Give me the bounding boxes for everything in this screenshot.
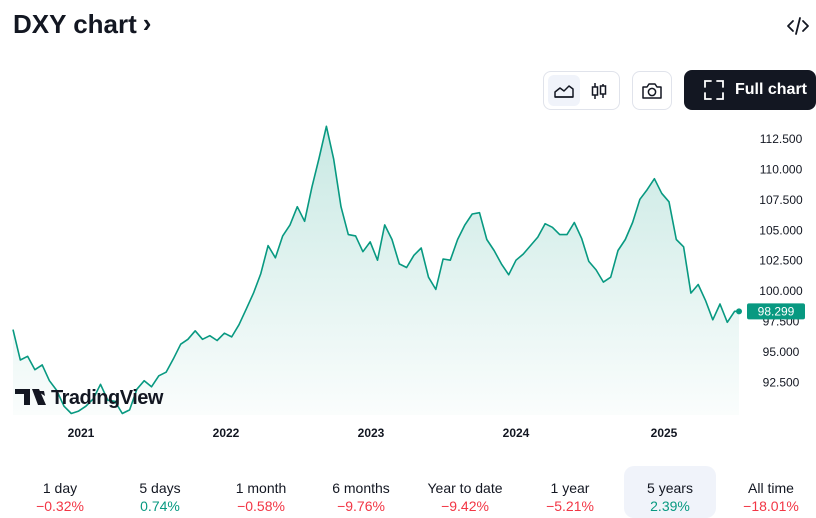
x-tick-label: 2024 [503, 426, 530, 440]
period-change: −0.32% [36, 498, 84, 514]
chart-style-toggle [543, 71, 620, 110]
full-chart-label: Full chart [735, 81, 808, 98]
period-label: 5 days [139, 480, 181, 496]
period-label: 1 year [550, 480, 590, 496]
code-icon [787, 17, 809, 35]
x-axis: 2021 2022 2023 2024 2025 [68, 426, 678, 440]
candlestick-icon [592, 82, 607, 99]
period-change: 0.74% [140, 498, 180, 514]
period-tab[interactable]: 1 month −0.58% [215, 466, 307, 518]
period-change: 2.39% [650, 498, 690, 514]
camera-icon [642, 82, 662, 99]
x-tick-label: 2025 [651, 426, 678, 440]
area-chart-icon [554, 84, 574, 98]
period-label: 5 years [647, 480, 693, 496]
y-tick-label: 102.500 [759, 254, 803, 268]
tradingview-watermark: TradingView [15, 387, 164, 409]
period-label: 1 day [42, 480, 78, 496]
embed-code-button[interactable] [785, 14, 811, 38]
area-fill [13, 126, 739, 416]
chevron-right-icon: › [142, 8, 152, 38]
last-price-label: 98.299 [758, 304, 795, 318]
period-tab[interactable]: All time −18.01% [725, 466, 816, 518]
candlestick-chart-style-button[interactable] [584, 75, 616, 106]
tradingview-wordmark: TradingView [51, 387, 164, 409]
x-tick-label: 2023 [358, 426, 385, 440]
period-label: 1 month [235, 480, 287, 496]
y-tick-label: 110.000 [760, 162, 803, 176]
period-tab[interactable]: 5 days 0.74% [114, 466, 206, 518]
y-tick-label: 100.000 [759, 284, 803, 298]
tradingview-logo-icon [15, 389, 46, 405]
period-change: −18.01% [743, 498, 799, 514]
period-tab[interactable]: 6 months −9.76% [315, 466, 407, 518]
price-line-series [12, 125, 739, 415]
x-tick-label: 2022 [213, 426, 240, 440]
y-tick-label: 95.000 [763, 345, 800, 359]
y-axis: 112.500 110.000 107.500 105.000 102.500 100.0… [759, 132, 803, 389]
period-selector: 1 day −0.32% 5 days 0.74% 1 month −0.58% 6 mon… [0, 466, 816, 518]
fullscreen-icon [704, 80, 724, 100]
y-tick-label: 92.500 [763, 375, 800, 389]
period-change: −9.42% [441, 498, 489, 514]
y-tick-label: 107.500 [759, 193, 803, 207]
period-tab[interactable]: 5 years 2.39% [624, 466, 716, 518]
y-tick-label: 112.500 [760, 132, 803, 146]
chart-title-link[interactable]: DXY chart › [13, 8, 152, 40]
chart-title: DXY chart [13, 9, 137, 39]
period-tab[interactable]: 1 day −0.32% [14, 466, 106, 518]
full-chart-button[interactable]: Full chart [684, 70, 816, 110]
x-tick-label: 2021 [68, 426, 95, 440]
period-tab[interactable]: 1 year −5.21% [524, 466, 616, 518]
dxy-area-chart[interactable]: 112.500 110.000 107.500 105.000 102.500 100.0… [0, 0, 816, 460]
y-tick-label: 105.000 [759, 223, 803, 237]
period-change: −0.58% [237, 498, 285, 514]
last-price-dot [736, 308, 742, 315]
period-label: 6 months [332, 480, 390, 496]
last-price-badge: 98.299 [747, 303, 805, 320]
line-chart-style-button[interactable] [548, 75, 580, 106]
period-label: All time [748, 480, 794, 496]
period-tab[interactable]: Year to date −9.42% [419, 466, 511, 518]
period-change: −5.21% [546, 498, 594, 514]
period-change: −9.76% [337, 498, 385, 514]
period-label: Year to date [427, 480, 503, 496]
snapshot-button[interactable] [632, 71, 672, 110]
